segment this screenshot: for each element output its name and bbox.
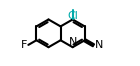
Text: F: F	[21, 40, 27, 50]
Text: Cl: Cl	[67, 11, 78, 21]
Text: N: N	[68, 37, 77, 47]
Text: N: N	[94, 40, 103, 50]
